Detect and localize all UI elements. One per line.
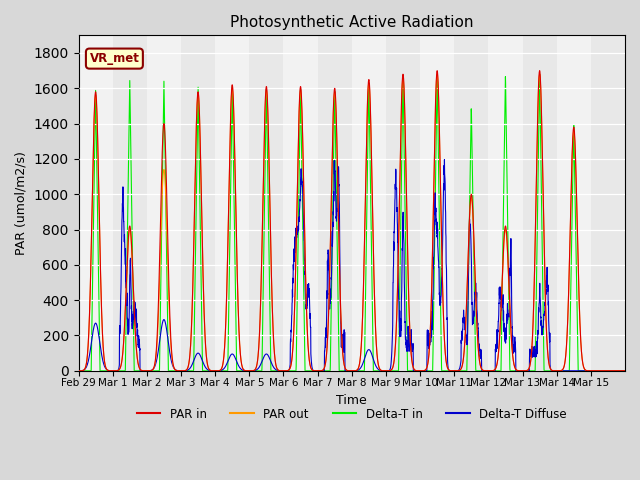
Legend: PAR in, PAR out, Delta-T in, Delta-T Diffuse: PAR in, PAR out, Delta-T in, Delta-T Dif… — [132, 403, 572, 425]
Bar — [591, 36, 625, 371]
Y-axis label: PAR (umol/m2/s): PAR (umol/m2/s) — [15, 151, 28, 255]
X-axis label: Time: Time — [337, 394, 367, 407]
Bar — [522, 36, 557, 371]
Bar — [454, 36, 488, 371]
Bar — [317, 36, 352, 371]
Bar — [181, 36, 215, 371]
Text: VR_met: VR_met — [90, 52, 140, 65]
Bar — [386, 36, 420, 371]
Title: Photosynthetic Active Radiation: Photosynthetic Active Radiation — [230, 15, 474, 30]
Bar — [250, 36, 284, 371]
Bar — [113, 36, 147, 371]
